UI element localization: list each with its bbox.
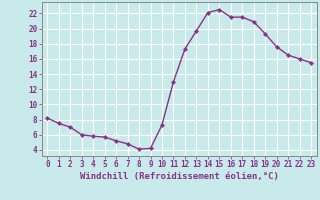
X-axis label: Windchill (Refroidissement éolien,°C): Windchill (Refroidissement éolien,°C) bbox=[80, 172, 279, 181]
